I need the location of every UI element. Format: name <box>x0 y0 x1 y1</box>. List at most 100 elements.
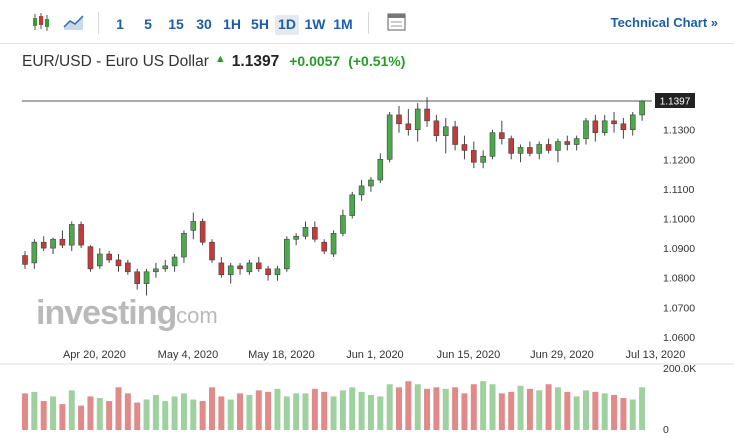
volume-bar-down <box>311 388 318 430</box>
candle-up <box>583 120 589 139</box>
timeframe-1h[interactable]: 1H <box>223 16 241 32</box>
candle-up <box>368 179 374 187</box>
candle-down <box>564 141 571 145</box>
candle-down <box>59 238 66 246</box>
candle-up <box>489 132 496 157</box>
candle-down <box>321 241 328 252</box>
x-tick-label: May 18, 2020 <box>248 349 315 361</box>
candle-up <box>246 262 253 273</box>
candle-down <box>433 120 440 136</box>
volume-bar-up <box>583 390 589 430</box>
volume-bar-up <box>274 388 281 430</box>
volume-bar-down <box>59 404 66 430</box>
candle-up <box>442 126 449 136</box>
candle-up <box>349 194 356 216</box>
candle-up <box>171 256 178 267</box>
y-tick-label: 1.0600 <box>663 332 695 344</box>
timeframe-5[interactable]: 5 <box>144 16 152 32</box>
x-tick-label: May 4, 2020 <box>158 349 219 361</box>
candle-up <box>639 100 645 116</box>
volume-bar-up <box>180 393 187 430</box>
candle-down <box>461 144 468 151</box>
candle-up <box>162 265 169 270</box>
candle-up <box>377 159 384 181</box>
volume-bar-down <box>424 388 431 430</box>
candle-up <box>629 114 636 131</box>
candle-up <box>181 233 187 258</box>
candle-down <box>125 262 131 273</box>
technical-chart-link[interactable]: Technical Chart » <box>610 15 718 30</box>
candle-up <box>601 120 608 133</box>
volume-bar-up <box>330 396 337 430</box>
volume-bar-down <box>405 381 412 430</box>
candle-up <box>293 235 299 240</box>
x-tick-label: Apr 20, 2020 <box>63 349 126 361</box>
timeframe-30[interactable]: 30 <box>196 16 212 32</box>
volume-bar-up <box>554 387 561 430</box>
volume-bar-up <box>349 387 356 430</box>
candle-up <box>190 221 197 231</box>
timeframe-15[interactable]: 15 <box>168 16 184 32</box>
volume-bar-up <box>143 399 150 430</box>
candle-up <box>517 147 524 154</box>
candle-up <box>340 215 346 234</box>
timeframe-1w[interactable]: 1W <box>304 16 326 32</box>
candle-up <box>97 253 103 267</box>
volume-bar-down <box>592 391 599 430</box>
volume-bar-down <box>40 401 47 430</box>
volume-bar-down <box>106 401 113 430</box>
candle-down <box>255 262 262 270</box>
volume-bar-down <box>461 393 468 430</box>
volume-bar-down <box>470 384 477 430</box>
toolbar-divider <box>368 12 369 34</box>
timeframe-1[interactable]: 1 <box>116 16 124 32</box>
candle-down <box>545 144 552 151</box>
candle-up <box>50 238 56 249</box>
up-arrow-icon: ▲ <box>214 53 226 65</box>
candle-down <box>424 108 430 122</box>
candle-up <box>330 233 337 255</box>
volume-bar-down <box>545 384 552 430</box>
volume-bar-down <box>498 393 505 430</box>
volume-bar-down <box>620 397 627 430</box>
candle-up <box>153 268 159 273</box>
x-tick-label: Jul 13, 2020 <box>625 349 685 361</box>
volume-bar-up <box>377 396 384 430</box>
watermark-suffix: .com <box>170 303 218 328</box>
volume-bar-up <box>50 396 57 430</box>
candle-down <box>40 241 47 249</box>
candle-down <box>218 262 225 276</box>
volume-bar-up <box>629 399 636 430</box>
price-change: +0.0057 <box>289 53 341 69</box>
timeframe-1m[interactable]: 1M <box>333 16 353 32</box>
instrument-name: EUR/USD - Euro US Dollar <box>22 53 209 70</box>
candle-down <box>265 268 271 276</box>
volume-bar-up <box>601 393 608 430</box>
volume-bar-up <box>517 385 524 430</box>
volume-bar-up <box>96 397 103 430</box>
candle-up <box>302 227 309 237</box>
volume-axis: 200.0K 0 <box>663 363 696 436</box>
volume-bar-down <box>433 387 440 430</box>
volume-bar-up <box>162 401 169 430</box>
candlestick-icon[interactable] <box>30 12 52 32</box>
candle-down <box>237 265 243 270</box>
volume-bar-down <box>611 394 618 430</box>
volume-bar-down <box>22 393 28 430</box>
watermark-brand: investing <box>36 294 176 332</box>
candle-up <box>386 114 393 160</box>
y-tick-label: 1.1000 <box>663 214 695 226</box>
timeframe-5h[interactable]: 5H <box>251 16 269 32</box>
area-chart-icon[interactable] <box>63 12 85 32</box>
calendar-icon[interactable] <box>386 12 408 32</box>
candle-up <box>358 185 365 196</box>
volume-bar-up <box>293 393 300 430</box>
timeframe-1d[interactable]: 1D <box>275 15 299 35</box>
candle-down <box>527 147 533 154</box>
candle-down <box>115 259 122 267</box>
candles <box>22 97 645 296</box>
volume-bar-up <box>339 390 346 430</box>
y-tick-label: 1.0900 <box>663 243 695 255</box>
candle-up <box>414 108 421 131</box>
